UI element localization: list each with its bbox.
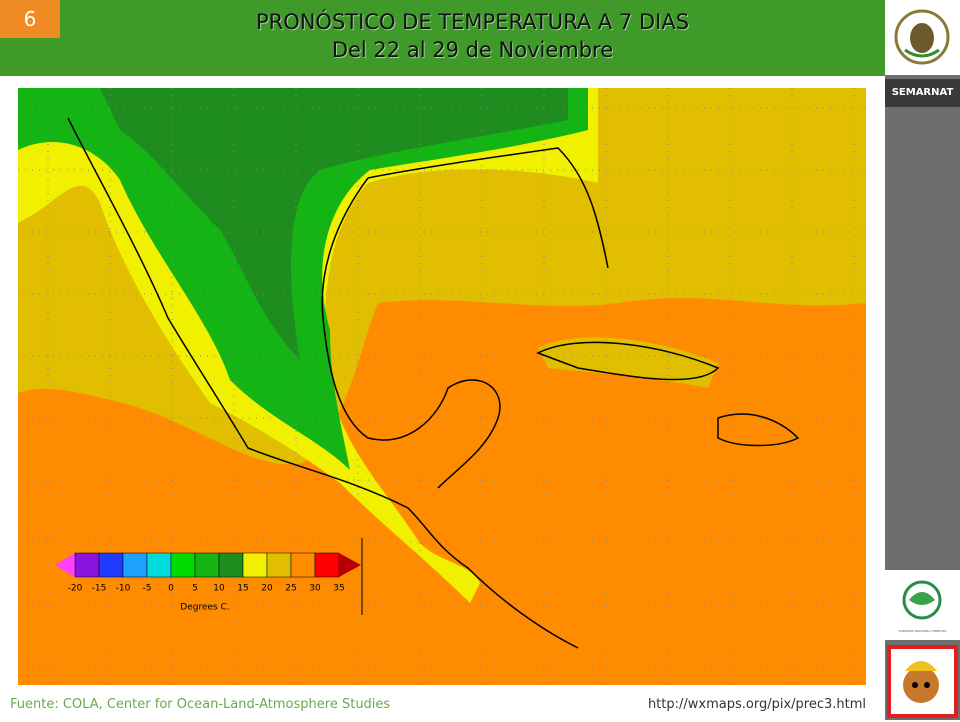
legend-tick-label: 20 [261,584,273,594]
emblem [894,9,950,65]
legend-swatch [314,552,340,578]
slide-number: 6 [0,0,60,38]
legend-swatch [122,552,148,578]
legend-tick-label: -5 [143,584,152,594]
legend: -20 -15 -10 -5 0 5 10 15 20 25 30 35 Degrees C. [55,538,363,615]
legend-swatch [98,552,124,578]
emblem-box [885,0,960,75]
legend-tick-label: 30 [309,584,321,594]
legend-swatch [290,552,316,578]
legend-tick-label: 0 [168,584,174,594]
coast-cuba [536,341,720,381]
title: PRONÓSTICO DE TEMPERATURA A 7 DIAS [255,10,690,34]
mascot [887,645,958,718]
region-cold [100,88,568,360]
legend-tick-label: 10 [213,584,225,594]
legend-swatch [218,552,244,578]
legend-tick-label: -15 [92,584,107,594]
conafor-mark [902,580,942,620]
region-warm-east [538,337,718,388]
source: Fuente: COLA, Center for Ocean-Land-Atmo… [10,697,391,712]
legend-swatch [146,552,172,578]
legend-tick-label: 25 [285,584,296,594]
coastlines [67,117,800,649]
region-cool [18,88,588,470]
logo-caption: COMISIÓN NACIONAL FORESTAL [898,629,947,633]
legend-arrow [339,553,361,577]
brand: SEMARNAT [885,79,960,107]
legend-tick-label: 35 [333,584,344,594]
sidebar: SEMARNAT COMISIÓN NACIONAL FORESTAL [885,0,960,720]
legend-tick-label: 15 [237,584,248,594]
header-bar [0,0,885,76]
legend-swatch [266,552,292,578]
map-grid [18,88,866,685]
coast-gulf [321,177,501,489]
title-block: PRONÓSTICO DE TEMPERATURA A 7 DIAS Del 2… [60,8,885,64]
legend-arrow [55,553,75,577]
legend-swatch [242,552,268,578]
legend-unit: Degrees C. [180,603,229,613]
temperature-map: -20 -15 -10 -5 0 5 10 15 20 25 30 35 Degrees C. [18,88,866,685]
legend-swatch [194,552,220,578]
mascot-art [891,649,954,714]
legend-tick-label: 5 [192,584,198,594]
conafor-logo: COMISIÓN NACIONAL FORESTAL [885,570,960,640]
coast-us [367,147,609,269]
legend-tick-label: -10 [116,584,131,594]
legend-tick-label: -20 [68,584,83,594]
subtitle: Del 22 al 29 de Noviembre [331,38,614,62]
coast-pacific [67,117,579,649]
coast-hispaniola [717,413,800,447]
url: http://wxmaps.org/pix/prec3.html [647,697,866,712]
legend-swatch [74,552,100,578]
legend-swatch [170,552,196,578]
